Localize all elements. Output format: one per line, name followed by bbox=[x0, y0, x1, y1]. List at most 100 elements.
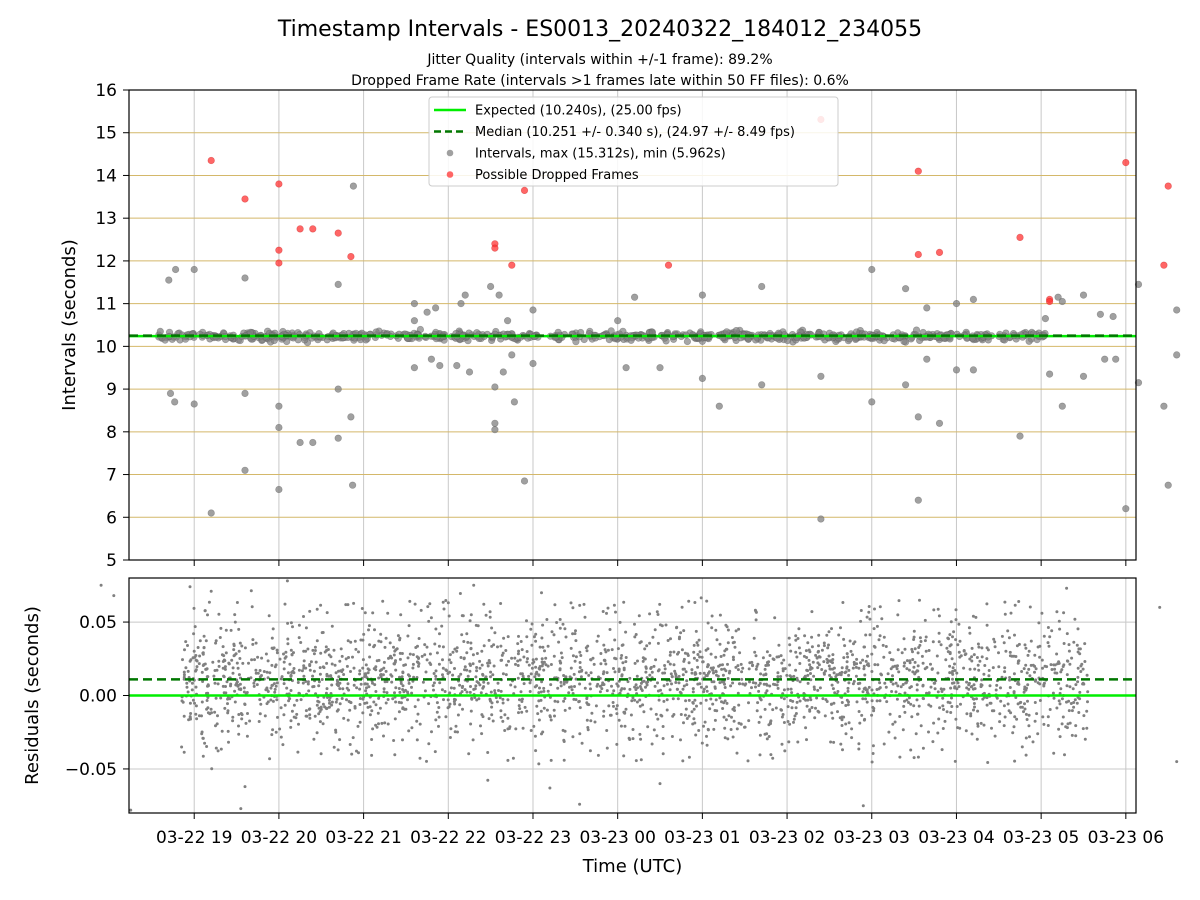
residual-point bbox=[637, 614, 641, 618]
residual-point bbox=[252, 681, 256, 685]
residual-point bbox=[398, 690, 402, 694]
residual-point bbox=[518, 658, 522, 662]
residual-point bbox=[631, 728, 635, 731]
residual-point bbox=[529, 729, 533, 732]
residual-point bbox=[517, 649, 521, 653]
residual-point bbox=[382, 687, 386, 691]
residual-point bbox=[623, 724, 627, 728]
residual-point bbox=[748, 680, 751, 684]
residual-point bbox=[592, 662, 596, 666]
residual-point bbox=[983, 664, 987, 667]
interval-point bbox=[275, 485, 283, 494]
residual-point bbox=[903, 691, 907, 695]
dropped-frame-point bbox=[1160, 261, 1168, 269]
residual-point bbox=[936, 731, 940, 735]
residual-point bbox=[1078, 652, 1082, 656]
residual-point bbox=[992, 709, 996, 713]
residual-point bbox=[233, 613, 237, 617]
residual-point bbox=[793, 714, 797, 718]
residual-point bbox=[423, 653, 427, 657]
residual-point bbox=[712, 680, 716, 684]
residual-point bbox=[415, 738, 419, 742]
residual-point bbox=[318, 720, 322, 724]
residual-point bbox=[433, 750, 437, 754]
residual-point bbox=[469, 685, 472, 688]
residual-point bbox=[578, 706, 582, 710]
residual-point bbox=[1014, 655, 1018, 658]
residual-point bbox=[912, 629, 916, 633]
residual-point bbox=[1050, 668, 1054, 671]
residual-point bbox=[754, 667, 758, 671]
residual-point bbox=[865, 615, 869, 619]
residual-point bbox=[596, 634, 600, 638]
residual-point bbox=[629, 713, 633, 717]
residual-point bbox=[674, 681, 678, 684]
residual-point bbox=[916, 664, 920, 668]
residual-point bbox=[859, 661, 862, 665]
residual-point bbox=[658, 782, 662, 786]
residual-point bbox=[1068, 721, 1072, 725]
residual-point bbox=[923, 618, 927, 622]
residual-point bbox=[427, 619, 431, 623]
residual-point bbox=[872, 627, 876, 631]
residual-point bbox=[873, 663, 877, 667]
residual-point bbox=[678, 635, 681, 639]
residual-point bbox=[656, 689, 660, 693]
residual-point bbox=[722, 667, 726, 671]
interval-point bbox=[207, 509, 215, 517]
residual-point bbox=[447, 658, 451, 662]
residual-point bbox=[656, 717, 660, 721]
residual-point bbox=[235, 601, 239, 604]
residual-point bbox=[944, 658, 948, 662]
residual-point bbox=[1008, 686, 1012, 689]
residual-point bbox=[795, 700, 799, 704]
residual-point bbox=[370, 709, 374, 713]
residual-point bbox=[271, 728, 275, 732]
residual-point bbox=[741, 682, 745, 686]
residual-point bbox=[639, 737, 643, 741]
residual-point bbox=[418, 722, 422, 726]
residual-point bbox=[338, 681, 342, 685]
residual-point bbox=[257, 720, 261, 723]
residual-point bbox=[842, 637, 846, 641]
residual-point bbox=[993, 645, 997, 649]
residual-point bbox=[327, 698, 331, 702]
residual-point bbox=[878, 605, 882, 609]
residual-point bbox=[804, 726, 808, 730]
residual-point bbox=[479, 691, 483, 695]
residual-point bbox=[341, 687, 345, 691]
interval-point bbox=[372, 328, 380, 336]
residual-point bbox=[1008, 654, 1012, 658]
residual-point bbox=[942, 687, 946, 691]
residual-point bbox=[282, 667, 286, 671]
residual-point bbox=[291, 669, 295, 673]
residual-point bbox=[830, 683, 834, 687]
residual-point bbox=[762, 673, 766, 677]
residual-point bbox=[284, 650, 288, 654]
residual-point bbox=[317, 684, 321, 688]
residual-point bbox=[612, 667, 615, 670]
residual-point bbox=[644, 665, 648, 669]
residual-point bbox=[948, 671, 952, 675]
residual-point bbox=[364, 663, 368, 667]
residual-point bbox=[425, 658, 429, 662]
residual-point bbox=[894, 681, 898, 685]
residual-point bbox=[979, 721, 983, 725]
residual-point bbox=[1008, 678, 1012, 682]
residual-point bbox=[270, 636, 274, 640]
residual-point bbox=[510, 656, 514, 660]
residual-point bbox=[367, 628, 370, 632]
residual-point bbox=[533, 685, 537, 689]
residual-point bbox=[351, 655, 354, 659]
residual-point bbox=[922, 697, 925, 701]
residual-point bbox=[473, 687, 477, 691]
residual-point bbox=[562, 740, 566, 743]
residual-point bbox=[901, 728, 905, 732]
residual-point bbox=[709, 652, 713, 656]
residual-point bbox=[351, 736, 355, 740]
residual-point bbox=[190, 681, 194, 685]
residual-point bbox=[648, 673, 652, 677]
residual-point bbox=[728, 669, 732, 673]
residual-point bbox=[380, 721, 384, 725]
residual-point bbox=[903, 661, 907, 665]
